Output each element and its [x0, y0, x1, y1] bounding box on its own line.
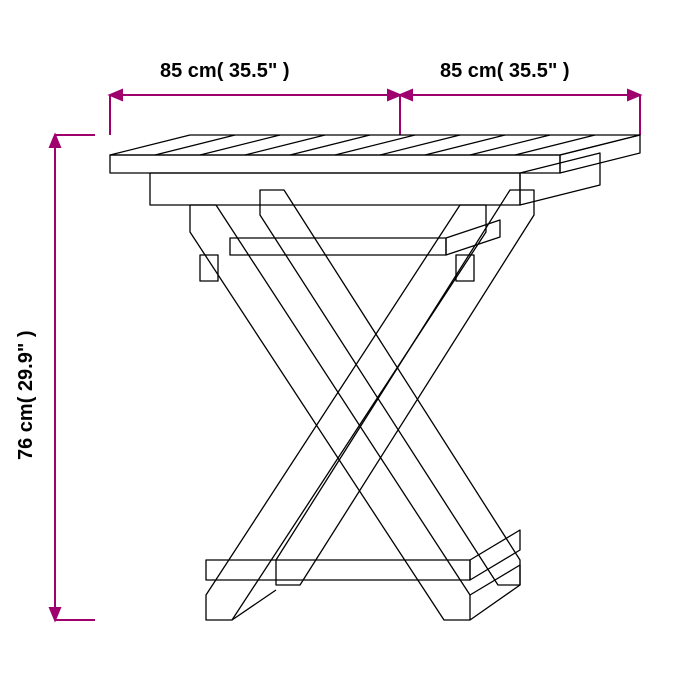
diagram-container: 85 cm( 35.5" ) 85 cm( 35.5" ) 76 cm( 29.…	[0, 0, 700, 700]
table-drawing	[110, 135, 640, 620]
drawing-svg	[0, 0, 700, 700]
dimension-lines	[50, 90, 640, 620]
